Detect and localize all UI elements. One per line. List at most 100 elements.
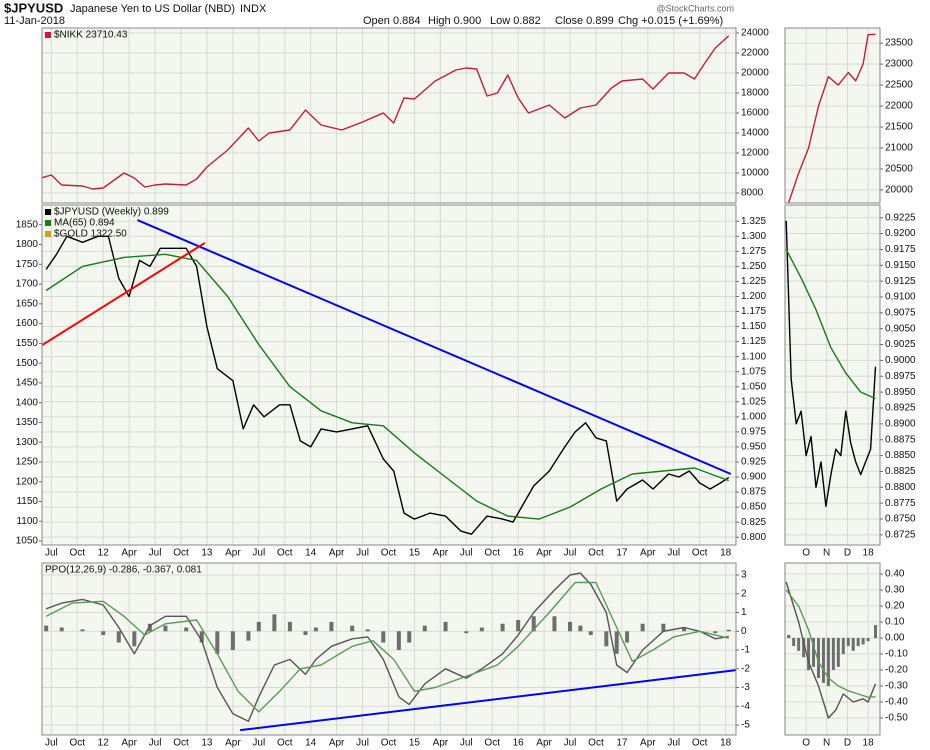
y-tick-label: 1.075: [741, 366, 766, 377]
symbol: $JPYUSD: [4, 0, 63, 15]
x-tick-label: Jul: [564, 738, 577, 749]
y-tick-label: 18000: [741, 88, 769, 99]
x-tick-label: Jul: [460, 738, 473, 749]
x-tick-label: 12: [98, 548, 110, 559]
plot-layer: [42, 563, 736, 735]
plot-layer: [785, 28, 880, 203]
histogram-bar: [199, 631, 204, 643]
y-tick-label: 0.00: [885, 633, 905, 644]
histogram-bar: [147, 623, 152, 632]
histogram-bar: [101, 631, 106, 636]
y-tick-label: 0.9100: [885, 292, 916, 303]
x-tick-label: 13: [201, 738, 213, 749]
y-tick-label: 0.8725: [885, 529, 916, 540]
histogram-bar: [132, 631, 137, 647]
y-tick-label: -3: [741, 682, 750, 693]
histogram-bar: [802, 638, 806, 658]
quote-open: Open 0.884: [363, 15, 421, 27]
y-tick-label: 1.025: [741, 396, 766, 407]
histogram-bar: [787, 634, 791, 639]
legend-entry: MA(65) 0.894: [54, 218, 115, 229]
legend-swatch: [45, 32, 51, 38]
y-tick-label: 1.175: [741, 306, 766, 317]
y-tick-label: 0.825: [741, 517, 766, 528]
histogram-bar: [861, 638, 865, 645]
y-tick-label: 24000: [741, 28, 769, 39]
y-tick-label: 0.975: [741, 427, 766, 438]
y-tick-label: 1.225: [741, 276, 766, 287]
y-tick-label: 21500: [885, 122, 913, 133]
histogram-bar: [640, 623, 645, 632]
histogram-bar: [500, 623, 505, 632]
x-tick-label: Apr: [225, 548, 241, 559]
x-tick-label: 12: [98, 738, 110, 749]
histogram-bar: [407, 631, 412, 643]
x-tick-label: Oct: [277, 738, 293, 749]
histogram-bar: [831, 638, 835, 671]
plot-layer: [42, 28, 736, 203]
histogram-bar: [604, 631, 609, 647]
y-tick-label: 0.8900: [885, 418, 916, 429]
histogram-bar: [797, 638, 801, 651]
histogram-bar: [682, 627, 687, 632]
y2-tick-label: 1850: [16, 219, 39, 230]
histogram-bar: [59, 627, 64, 632]
x-tick-label: Apr: [536, 548, 552, 559]
x-tick-label: 17: [616, 548, 628, 559]
histogram-bar: [163, 625, 168, 632]
series-line: [788, 33, 876, 203]
histogram-bar: [726, 629, 731, 632]
y-tick-label: 1.200: [741, 291, 766, 302]
y-tick-label: 0.9175: [885, 244, 916, 255]
y-tick-label: 1.050: [741, 381, 766, 392]
y-tick-label: 1.300: [741, 231, 766, 242]
histogram-bar: [396, 631, 401, 651]
legend-entry: $GOLD 1322.50: [54, 229, 127, 240]
histogram-bar: [464, 631, 469, 634]
y2-tick-label: 1600: [16, 318, 39, 329]
x-tick-label: Apr: [329, 738, 345, 749]
y-tick-label: 14000: [741, 128, 769, 139]
x-tick-label: Oct: [588, 738, 604, 749]
histogram-bar: [812, 638, 816, 667]
plot-layer: [42, 205, 736, 545]
plot-border: [784, 27, 881, 204]
y-tick-label: 22000: [741, 48, 769, 59]
y-tick-label: 10000: [741, 168, 769, 179]
plot-border: [41, 27, 737, 204]
x-tick-label: O: [802, 738, 810, 749]
histogram-bar: [614, 631, 619, 654]
y-tick-label: 0.950: [741, 442, 766, 453]
x-tick-label: Apr: [640, 738, 656, 749]
quote-high: High 0.900: [428, 15, 481, 27]
x-tick-label: Oct: [692, 548, 708, 559]
histogram-bar: [303, 631, 308, 636]
histogram-bar: [329, 621, 334, 632]
legend-swatch: [45, 209, 51, 215]
y2-tick-label: 1550: [16, 338, 39, 349]
series-line: [785, 220, 877, 507]
legend-swatch: [45, 220, 51, 226]
histogram-bar: [443, 621, 448, 632]
y2-tick-label: 1300: [16, 437, 39, 448]
y-tick-label: 3: [741, 570, 747, 581]
x-tick-label: Oct: [692, 738, 708, 749]
histogram-bar: [856, 638, 860, 647]
histogram-bar: [256, 621, 261, 632]
x-tick-label: Jul: [149, 548, 162, 559]
x-tick-label: D: [844, 738, 851, 749]
y2-tick-label: 1650: [16, 298, 39, 309]
y-tick-label: 0.10: [885, 617, 905, 628]
x-tick-label: Oct: [381, 548, 397, 559]
trendline: [137, 219, 732, 475]
histogram-bar: [866, 638, 870, 642]
x-tick-label: Apr: [329, 548, 345, 559]
y2-tick-label: 1350: [16, 417, 39, 428]
histogram-bar: [44, 625, 49, 632]
y-tick-label: 20000: [741, 68, 769, 79]
series-line: [785, 581, 877, 719]
y2-tick-label: 1050: [16, 536, 39, 547]
quote-change: Chg +0.015 (+1.69%): [618, 15, 723, 27]
histogram-bar: [836, 638, 840, 667]
plot-area: [42, 28, 736, 203]
